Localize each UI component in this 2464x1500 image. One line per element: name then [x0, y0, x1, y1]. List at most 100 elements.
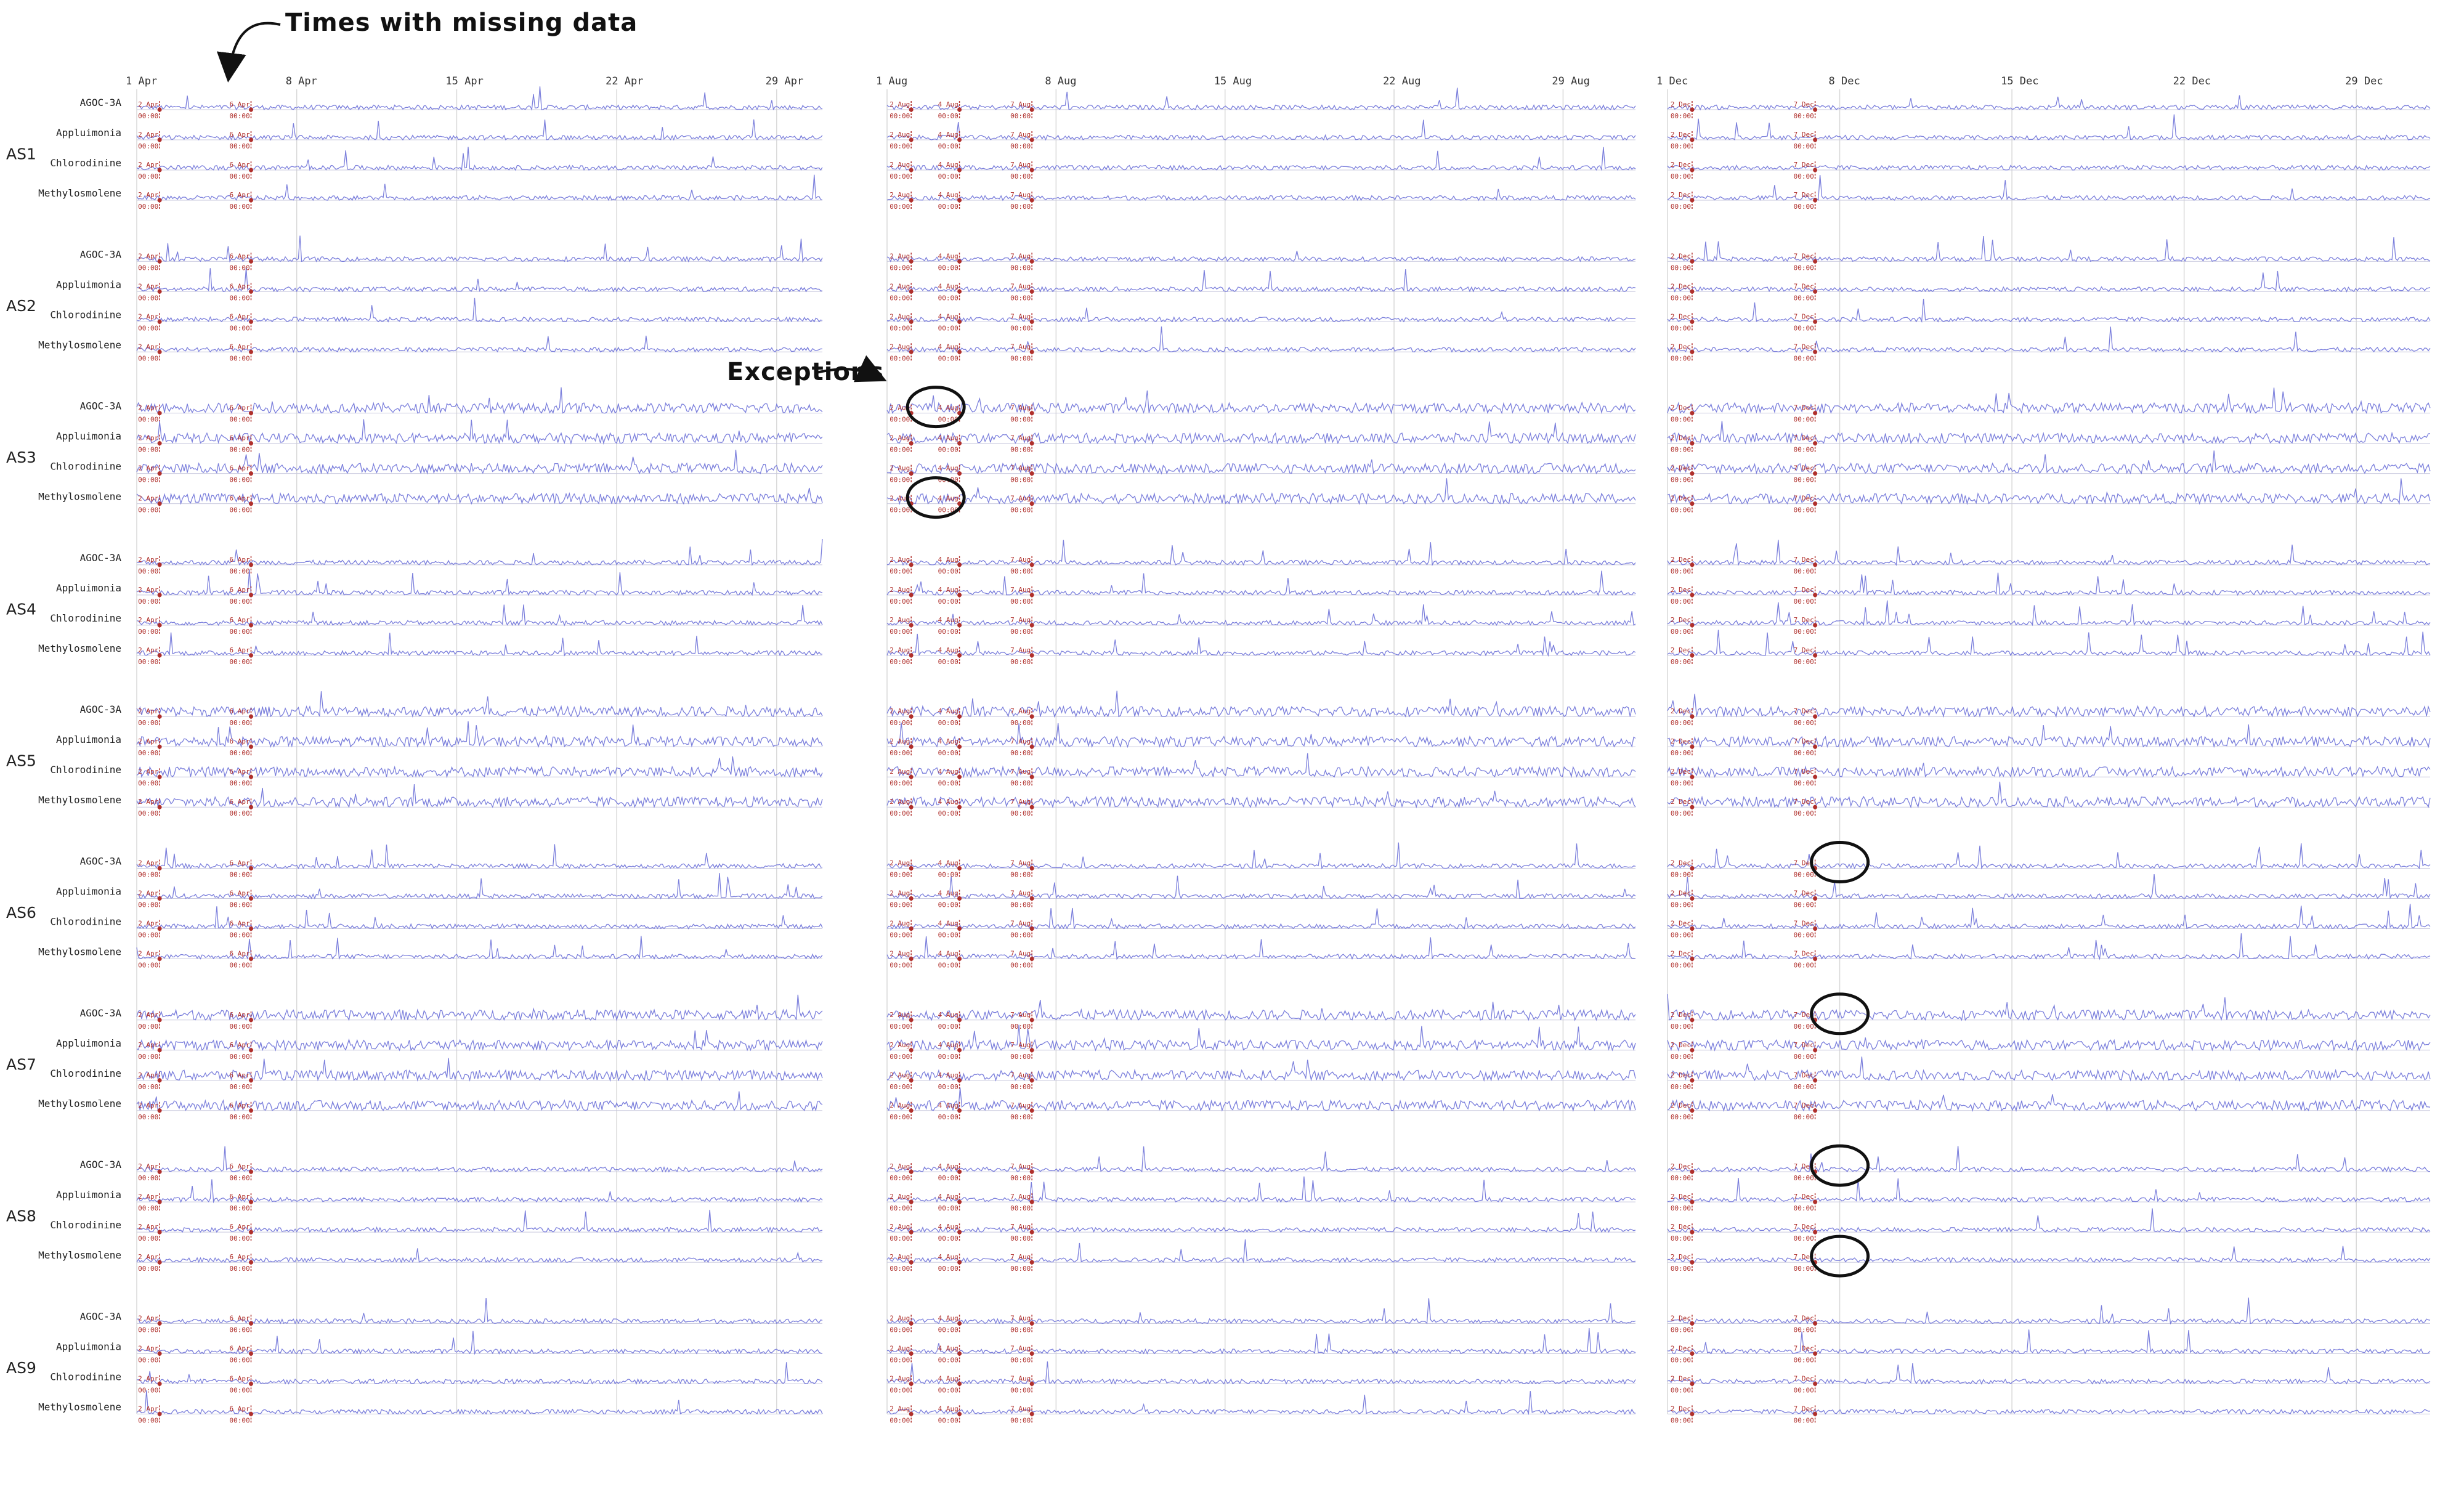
missing-data-label: 00:00: [230, 1386, 250, 1394]
missing-data-label: 6 Apr: [230, 707, 250, 715]
missing-data-point: [249, 289, 253, 294]
sensor-trace: [886, 87, 1636, 111]
missing-data-label: 00:00: [938, 172, 958, 180]
missing-data-label: 00:00: [1794, 142, 1814, 150]
sensor-trace: [886, 907, 1636, 930]
missing-data-label: 00:00: [1671, 749, 1691, 757]
sensor-trace: [886, 1060, 1636, 1082]
chemical-label: AGOC-3A: [80, 703, 122, 715]
missing-data-label: 2 Aug: [890, 1011, 910, 1019]
chemical-label: Methylosmolene: [38, 1098, 121, 1109]
sensor-trace: [137, 604, 823, 626]
missing-data-label: 00:00: [138, 567, 158, 575]
missing-data-label: 00:00: [1794, 1174, 1814, 1182]
missing-data-label: 6 Apr: [230, 404, 250, 412]
missing-data-label: 00:00: [938, 1326, 958, 1334]
missing-data-label: 00:00: [1010, 1234, 1031, 1243]
sensor-trace: [136, 691, 823, 718]
missing-data-point: [909, 1381, 914, 1386]
missing-data-label: 00:00: [1671, 1204, 1691, 1212]
chemical-label: Chlorodinine: [50, 612, 121, 624]
missing-data-point: [1690, 562, 1695, 567]
chemical-label: AGOC-3A: [80, 1310, 122, 1322]
missing-data-label: 00:00: [1010, 203, 1031, 211]
missing-data-point: [1029, 1078, 1034, 1083]
missing-data-point: [909, 714, 914, 719]
missing-data-point: [1690, 957, 1695, 961]
missing-data-label: 00:00: [1794, 506, 1814, 514]
missing-data-point: [249, 1048, 253, 1053]
missing-data-point: [1029, 441, 1034, 446]
missing-data-point: [249, 1260, 253, 1265]
missing-data-point: [1690, 744, 1695, 749]
missing-data-label: 00:00: [1671, 1356, 1691, 1364]
missing-data-label: 2 Aug: [890, 768, 910, 776]
station-label: AS8: [6, 1207, 36, 1225]
missing-data-point: [1813, 319, 1818, 324]
missing-data-label: 2 Aug: [890, 1253, 910, 1261]
annotations: Times with missing data Exceptions: [216, 9, 1870, 1278]
missing-data-label: 7 Aug: [1010, 343, 1031, 351]
missing-data-label: 7 Aug: [1010, 312, 1031, 320]
missing-data-label: 00:00: [938, 598, 958, 606]
missing-data-point: [909, 1048, 914, 1053]
missing-data-label: 7 Dec: [1794, 1101, 1814, 1109]
missing-data-label: 6 Apr: [230, 282, 250, 290]
missing-data-label: 2 Apr: [138, 1041, 158, 1049]
missing-data-label: 00:00: [890, 931, 910, 939]
missing-data-point: [1813, 259, 1818, 264]
missing-data-point: [957, 198, 962, 203]
missing-data-label: 2 Aug: [890, 646, 910, 654]
missing-data-label: 00:00: [890, 506, 910, 514]
missing-data-point: [957, 1381, 962, 1386]
missing-data-label: 4 Aug: [938, 707, 958, 715]
missing-data-label: 00:00: [890, 901, 910, 909]
missing-data-label: 00:00: [138, 962, 158, 970]
missing-data-label: 7 Aug: [1010, 646, 1031, 654]
station-label: AS3: [6, 448, 36, 466]
missing-data-point: [909, 623, 914, 628]
missing-data-label: 00:00: [890, 1053, 910, 1061]
missing-data-label: 00:00: [138, 1083, 158, 1091]
missing-data-label: 00:00: [230, 1416, 250, 1424]
missing-data-label: 00:00: [138, 628, 158, 636]
missing-data-label: 2 Aug: [890, 464, 910, 472]
missing-data-point: [1690, 319, 1695, 324]
missing-data-point: [1813, 593, 1818, 598]
missing-data-point: [157, 1048, 162, 1053]
missing-data-point: [909, 137, 914, 142]
sensor-trace: [886, 1391, 1636, 1416]
missing-data-label: 00:00: [230, 172, 250, 180]
missing-data-label: 00:00: [138, 142, 158, 150]
missing-data-label: 00:00: [138, 446, 158, 454]
missing-data-label: 7 Aug: [1010, 495, 1031, 503]
chemical-label: AGOC-3A: [80, 400, 122, 412]
missing-data-point: [157, 198, 162, 203]
missing-data-label: 00:00: [890, 354, 910, 362]
missing-data-label: 2 Apr: [138, 737, 158, 745]
chemical-label: Chlorodinine: [50, 1219, 121, 1231]
chemical-label: Methylosmolene: [38, 491, 121, 503]
missing-data-point: [1813, 562, 1818, 567]
missing-data-label: 4 Aug: [938, 100, 958, 108]
missing-data-label: 00:00: [938, 871, 958, 879]
missing-data-label: 6 Apr: [230, 556, 250, 564]
missing-data-label: 00:00: [938, 1053, 958, 1061]
missing-data-label: 7 Dec: [1794, 100, 1814, 108]
missing-data-label: 00:00: [1794, 779, 1814, 787]
missing-data-label: 00:00: [890, 628, 910, 636]
missing-data-label: 6 Apr: [230, 768, 250, 776]
missing-data-label: 6 Apr: [230, 1071, 250, 1079]
missing-data-label: 2 Aug: [890, 1071, 910, 1079]
missing-data-label: 6 Apr: [230, 312, 250, 320]
missing-data-point: [249, 1321, 253, 1326]
sensor-trace: [1667, 763, 2431, 779]
missing-data-point: [249, 653, 253, 658]
missing-data-point: [909, 653, 914, 658]
missing-data-point: [957, 1199, 962, 1204]
missing-data-label: 00:00: [1794, 628, 1814, 636]
missing-data-label: 6 Apr: [230, 1344, 250, 1352]
missing-data-point: [157, 319, 162, 324]
missing-data-label: 00:00: [230, 628, 250, 636]
